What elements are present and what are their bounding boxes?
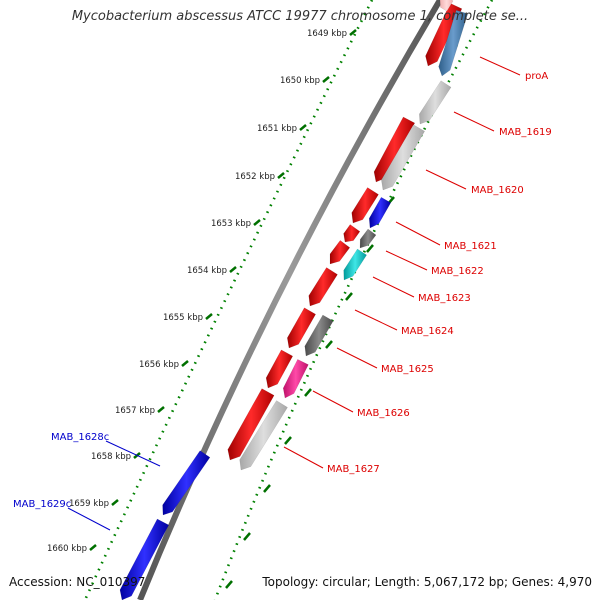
- leader-line: [385, 250, 428, 271]
- gene-label-mab-1629c[interactable]: MAB_1629c: [13, 499, 111, 531]
- gene-label-text[interactable]: MAB_1629c: [13, 499, 71, 510]
- kbp-tick-label: 1649 kbp: [307, 29, 347, 39]
- kbp-tick-label: 1652 kbp: [235, 172, 275, 182]
- feature-layer: [119, 0, 469, 600]
- leader-line: [425, 169, 467, 190]
- gene-label-mab-1624[interactable]: MAB_1624: [354, 309, 454, 337]
- kbp-tick-label: 1657 kbp: [115, 406, 155, 416]
- gene-arrow[interactable]: [282, 358, 309, 399]
- genome-summary-text: Topology: circular; Length: 5,067,172 bp…: [262, 575, 592, 589]
- kbp-tick-label: 1655 kbp: [163, 313, 203, 323]
- gene-label-mab-1621[interactable]: MAB_1621: [395, 221, 497, 252]
- kbp-tick: 1654 kbp: [187, 266, 237, 276]
- gene-label-mab-1627[interactable]: MAB_1627: [283, 446, 380, 475]
- gene-label-mab-1622[interactable]: MAB_1622: [385, 250, 484, 277]
- gene-label-mab-1628c[interactable]: MAB_1628c: [51, 432, 161, 467]
- gene-label-text[interactable]: proA: [525, 71, 548, 82]
- gene-label-text[interactable]: MAB_1620: [471, 185, 524, 196]
- kbp-tick: 1649 kbp: [307, 29, 357, 39]
- gene-label-text[interactable]: MAB_1624: [401, 326, 454, 337]
- gene-arrow[interactable]: [419, 80, 452, 125]
- leader-line: [453, 111, 495, 132]
- gene-label-text[interactable]: MAB_1625: [381, 364, 434, 375]
- ring-tick: [345, 292, 353, 301]
- kbp-tick-label: 1653 kbp: [211, 219, 251, 229]
- gene-label-text[interactable]: MAB_1627: [327, 464, 380, 475]
- gene-arrow[interactable]: [304, 314, 334, 357]
- gene-arrow[interactable]: [439, 0, 454, 12]
- kbp-tick: 1659 kbp: [69, 499, 119, 509]
- cds-arrow[interactable]: [351, 187, 379, 224]
- gene-arrow[interactable]: [368, 196, 392, 229]
- leader-line: [395, 221, 441, 246]
- inner-tick-ring: [213, 0, 494, 600]
- kbp-tick-label: 1660 kbp: [47, 544, 87, 554]
- cds-arrow[interactable]: [425, 2, 463, 67]
- kbp-tick-label: 1658 kbp: [91, 452, 131, 462]
- gene-label-mab-1623[interactable]: MAB_1623: [372, 276, 471, 304]
- gene-label-text[interactable]: MAB_1628c: [51, 432, 109, 443]
- cds-arrow[interactable]: [265, 349, 294, 389]
- leader-line: [354, 309, 398, 331]
- gene-arrow[interactable]: [381, 124, 425, 191]
- cds-arrow[interactable]: [227, 388, 275, 461]
- gene-label-text[interactable]: MAB_1622: [431, 266, 484, 277]
- gene-arrow[interactable]: [343, 248, 367, 281]
- gene-label-mab-1619[interactable]: MAB_1619: [453, 111, 552, 138]
- gene-label-mab-1626[interactable]: MAB_1626: [312, 390, 410, 419]
- ring-tick: [325, 340, 333, 349]
- reverse-gene-arrow[interactable]: [119, 518, 170, 600]
- leader-line: [105, 440, 161, 467]
- ring-tick: [304, 388, 312, 397]
- kbp-tick: 1655 kbp: [163, 313, 213, 323]
- genome-title: Mycobacterium abscessus ATCC 19977 chrom…: [71, 9, 529, 24]
- leader-line: [283, 446, 324, 469]
- ring-tick: [366, 244, 374, 253]
- ring-tick: [243, 532, 251, 541]
- gene-arrow[interactable]: [438, 9, 469, 77]
- cds-arrow[interactable]: [287, 307, 316, 349]
- cds-arrow[interactable]: [329, 240, 351, 265]
- kbp-tick: 1653 kbp: [211, 219, 261, 229]
- ring-tick: [225, 580, 233, 589]
- leader-line: [372, 276, 415, 298]
- cds-arrow[interactable]: [373, 116, 416, 183]
- kbp-tick-label: 1659 kbp: [69, 499, 109, 509]
- gene-label-proa[interactable]: proA: [479, 56, 548, 82]
- kbp-tick: 1657 kbp: [115, 406, 165, 416]
- gene-label-text[interactable]: MAB_1623: [418, 293, 471, 304]
- label-layer: proA MAB_1619 MAB_1620 MAB_1621 MAB_1622 MAB_…: [13, 56, 552, 531]
- kbp-tick-label: 1656 kbp: [139, 360, 179, 370]
- gene-label-mab-1625[interactable]: MAB_1625: [336, 347, 434, 375]
- leader-line: [67, 507, 111, 531]
- kbp-tick-label: 1651 kbp: [257, 124, 297, 134]
- kbp-tick: 1650 kbp: [280, 76, 330, 86]
- kbp-tick-label: 1650 kbp: [280, 76, 320, 86]
- kbp-tick: 1651 kbp: [257, 124, 307, 134]
- gene-label-text[interactable]: MAB_1626: [357, 408, 410, 419]
- gene-label-mab-1620[interactable]: MAB_1620: [425, 169, 524, 196]
- gene-arrow[interactable]: [239, 400, 288, 471]
- cds-arrow[interactable]: [343, 224, 361, 243]
- gene-label-text[interactable]: MAB_1621: [444, 241, 497, 252]
- chromosome-backbone: [137, 0, 443, 600]
- kbp-tick: 1652 kbp: [235, 172, 285, 182]
- leader-line: [312, 390, 354, 413]
- reverse-gene-arrow[interactable]: [162, 450, 211, 516]
- cds-arrow[interactable]: [308, 267, 338, 307]
- tick-layer: 1649 kbp 1650 kbp 1651 kbp 1652 kbp 1653 kbp…: [47, 29, 458, 589]
- outer-tick-ring: [83, 0, 374, 600]
- gene-arrow[interactable]: [359, 228, 377, 249]
- kbp-tick-label: 1654 kbp: [187, 266, 227, 276]
- leader-line: [336, 347, 378, 369]
- ring-tick: [284, 436, 292, 445]
- kbp-tick: 1660 kbp: [47, 544, 97, 554]
- ring-tick: [263, 484, 271, 493]
- kbp-tick: 1656 kbp: [139, 360, 189, 370]
- leader-line: [479, 56, 521, 76]
- gene-label-text[interactable]: MAB_1619: [499, 127, 552, 138]
- accession-text: Accession: NC_010397: [9, 575, 146, 589]
